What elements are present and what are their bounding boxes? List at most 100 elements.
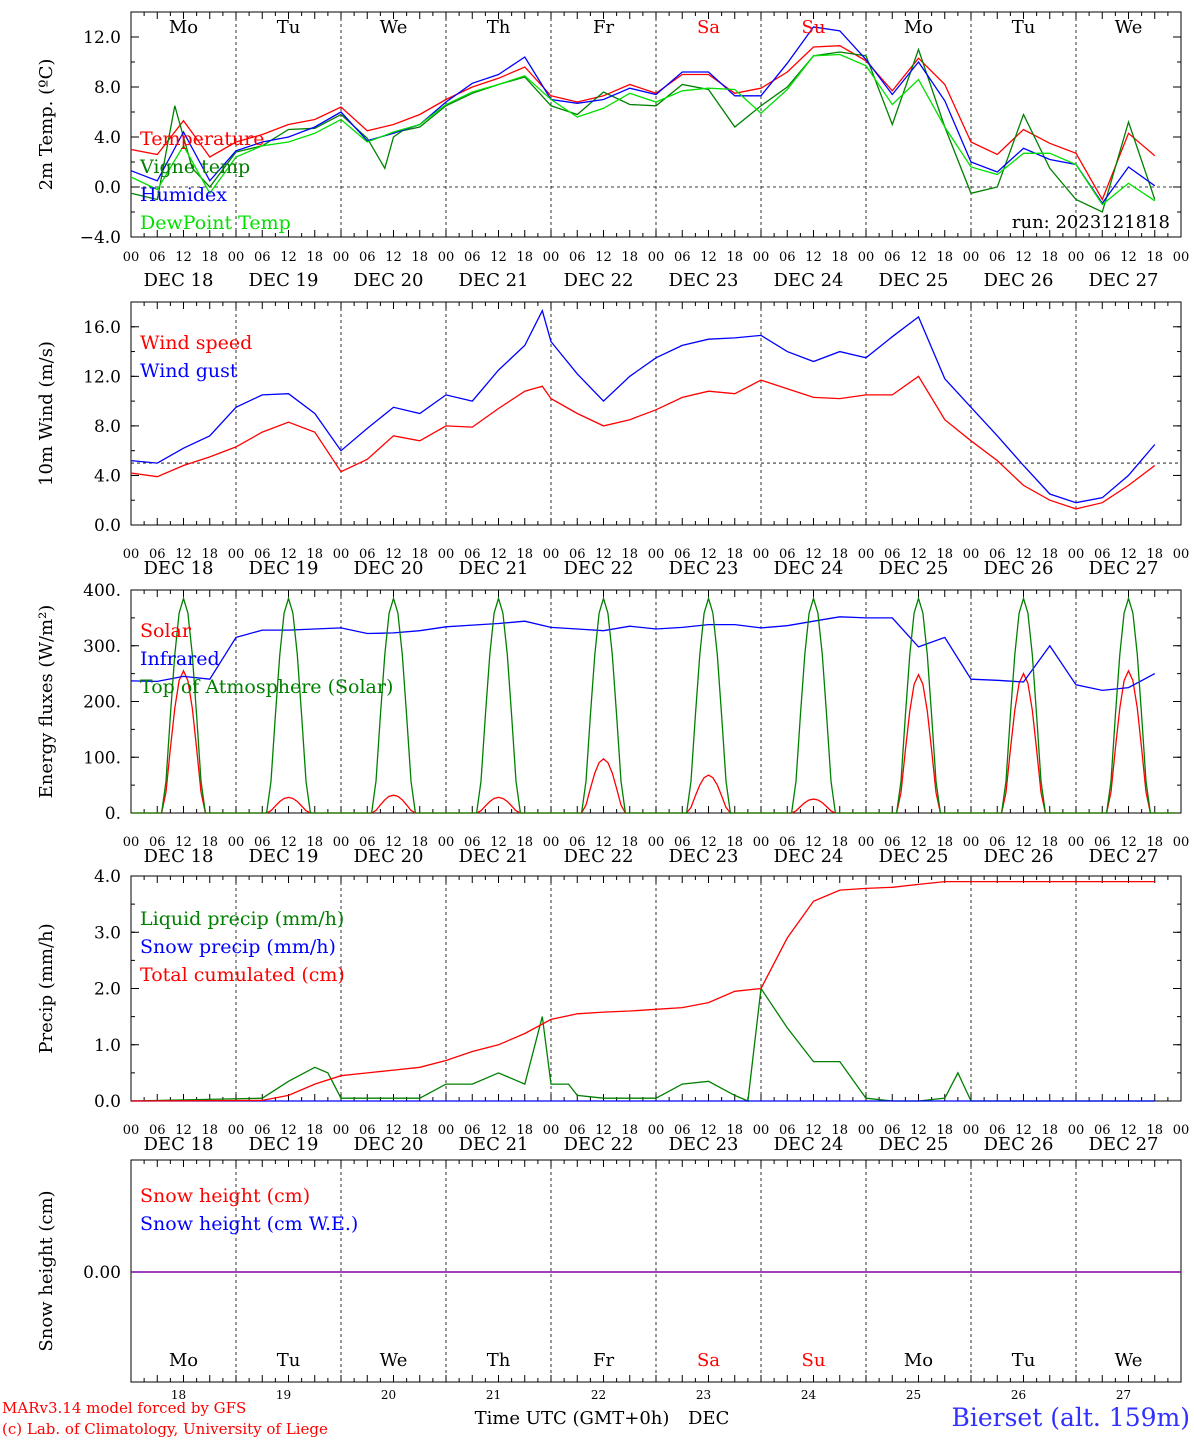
hour-tick-label: 06 (254, 250, 271, 265)
day-number-label: 26 (1011, 1388, 1026, 1402)
series-line-top-of-atmosphere-solar- (131, 596, 1177, 814)
date-label: DEC 22 (564, 846, 634, 867)
hour-tick-label: 00 (333, 1123, 350, 1138)
hour-tick-label: 06 (464, 835, 481, 850)
day-number-label: 19 (276, 1388, 291, 1402)
hour-tick-label: 00 (858, 547, 875, 562)
hour-tick-label: 00 (753, 1123, 770, 1138)
weekday-label: We (1115, 1350, 1143, 1371)
date-label: DEC 25 (879, 558, 949, 579)
hour-tick-label: 06 (464, 547, 481, 562)
hour-tick-label: 18 (201, 1123, 218, 1138)
hour-tick-label: 00 (753, 547, 770, 562)
hour-tick-label: 12 (280, 1123, 297, 1138)
hour-tick-label: 06 (674, 250, 691, 265)
y-tick-label: 4.0 (94, 466, 121, 486)
date-label: DEC 23 (669, 558, 739, 579)
hour-tick-label: 06 (884, 835, 901, 850)
date-label: DEC 26 (984, 558, 1054, 579)
legend-entry: Temperature (140, 128, 264, 150)
hour-tick-label: 06 (149, 1123, 166, 1138)
hour-tick-label: 12 (805, 835, 822, 850)
series-lines (130, 26, 1181, 1273)
hour-tick-label: 00 (438, 250, 455, 265)
hour-tick-label: 00 (543, 547, 560, 562)
y-tick-label: 0.0 (94, 178, 121, 198)
legend-entry: Solar (140, 620, 192, 642)
footer-model-line: MARv3.14 model forced by GFS (2, 1399, 246, 1417)
series-line-dewpoint-temp (130, 53, 1156, 206)
hour-tick-label: 12 (700, 250, 717, 265)
hour-tick-label: 18 (831, 1123, 848, 1138)
hour-tick-label: 18 (726, 835, 743, 850)
time-axis-month: DEC (688, 1408, 729, 1429)
legend-entry: Humidex (140, 184, 227, 206)
y-axis-title: 10m Wind (m/s) (36, 341, 57, 486)
hour-tick-label: 00 (123, 835, 140, 850)
y-axis-title: Snow height (cm) (36, 1190, 57, 1351)
legend-entry: Snow precip (mm/h) (140, 936, 336, 958)
hour-tick-label: 06 (149, 835, 166, 850)
hour-tick-label: 18 (831, 547, 848, 562)
hour-tick-label: 06 (1094, 250, 1111, 265)
hour-tick-label: 00 (333, 547, 350, 562)
hour-tick-label: 06 (254, 1123, 271, 1138)
hour-tick-label: 00 (438, 547, 455, 562)
day-number-label: 25 (906, 1388, 921, 1402)
date-label: DEC 19 (249, 558, 319, 579)
station-name: Bierset (alt. 159m) (951, 1403, 1190, 1432)
hour-tick-label: 00 (1173, 250, 1190, 265)
hour-tick-label: 18 (621, 250, 638, 265)
y-axis-title: Precip (mm/h) (36, 923, 57, 1053)
hour-tick-label: 00 (648, 835, 665, 850)
date-label: DEC 24 (774, 846, 844, 867)
hour-tick-label: 18 (411, 547, 428, 562)
hour-tick-label: 12 (490, 1123, 507, 1138)
legend-entry: Wind gust (140, 360, 238, 382)
hour-tick-label: 18 (306, 835, 323, 850)
date-label: DEC 23 (669, 846, 739, 867)
hour-tick-label: 06 (674, 1123, 691, 1138)
hour-tick-label: 18 (936, 1123, 953, 1138)
hour-tick-label: 06 (149, 547, 166, 562)
hour-tick-label: 18 (516, 547, 533, 562)
date-label: DEC 23 (669, 270, 739, 291)
hour-tick-label: 12 (175, 1123, 192, 1138)
hour-tick-label: 06 (779, 547, 796, 562)
weekday-label: Tu (277, 17, 301, 38)
date-label: DEC 25 (879, 1134, 949, 1155)
hour-tick-label: 06 (149, 250, 166, 265)
date-label: DEC 20 (354, 846, 424, 867)
hour-tick-label: 18 (1041, 1123, 1058, 1138)
series-line-liquid-precip-mm-h- (130, 986, 1155, 1102)
hour-tick-label: 00 (963, 1123, 980, 1138)
date-label: DEC 21 (459, 270, 529, 291)
day-number-label: 18 (171, 1388, 186, 1402)
hour-tick-label: 18 (201, 250, 218, 265)
day-number-label: 22 (591, 1388, 606, 1402)
hour-tick-label: 18 (936, 835, 953, 850)
hour-tick-label: 12 (700, 547, 717, 562)
date-label: DEC 21 (459, 558, 529, 579)
legend-entry: Total cumulated (cm) (140, 964, 345, 986)
hour-tick-label: 06 (359, 547, 376, 562)
date-label: DEC 20 (354, 558, 424, 579)
hour-tick-label: 12 (175, 547, 192, 562)
hour-tick-label: 12 (1120, 835, 1137, 850)
hour-tick-label: 06 (359, 1123, 376, 1138)
panel-frame (130, 301, 1182, 526)
hour-tick-label: 06 (569, 1123, 586, 1138)
hour-tick-label: 12 (910, 250, 927, 265)
date-label: DEC 26 (984, 270, 1054, 291)
hour-tick-label: 00 (963, 835, 980, 850)
y-tick-label: 4.0 (94, 867, 121, 887)
y-tick-label: 2.0 (94, 980, 121, 1000)
hour-tick-label: 00 (123, 547, 140, 562)
hour-tick-label: 12 (280, 250, 297, 265)
hour-tick-label: 12 (1120, 1123, 1137, 1138)
hour-tick-label: 00 (753, 835, 770, 850)
y-axis-title: 2m Temp. (ºC) (36, 59, 57, 191)
hour-tick-label: 06 (779, 250, 796, 265)
y-tick-label: 1.0 (94, 1036, 121, 1056)
